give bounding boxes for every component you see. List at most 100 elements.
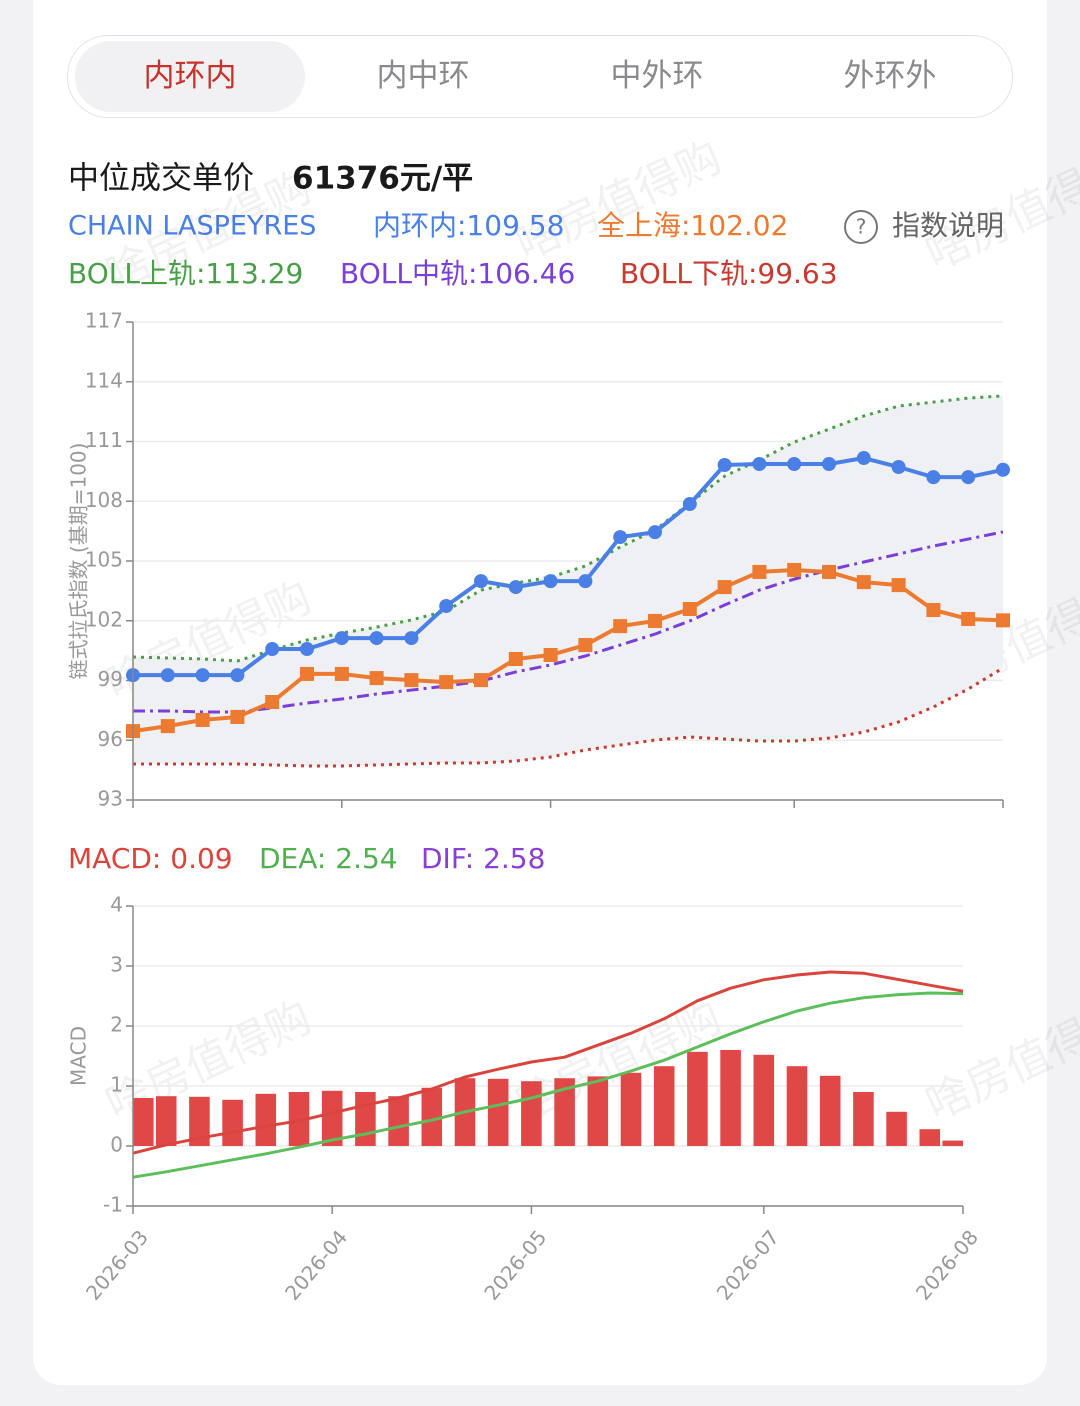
help-icon-glyph: ?: [856, 215, 867, 239]
bar: [189, 1096, 210, 1146]
legend-entry: MACD: 0.09: [68, 842, 233, 875]
tab[interactable]: 内中环: [376, 58, 470, 94]
point: [300, 666, 314, 681]
index-name: CHAIN LASPEYRES: [68, 211, 316, 242]
point: [578, 574, 593, 589]
point: [961, 611, 976, 626]
point: [508, 580, 523, 595]
tab[interactable]: 内环内: [75, 41, 305, 112]
point: [613, 619, 628, 634]
point: [996, 462, 1010, 477]
price-label: 中位成交单价: [68, 161, 254, 197]
y-tick-label: -1: [103, 1193, 123, 1217]
legend-entry: BOLL中轨:106.46: [340, 257, 575, 290]
tab[interactable]: 外环外: [843, 58, 937, 94]
y-tick-label: 0: [110, 1133, 123, 1157]
legend-entry: DIF: 2.58: [421, 842, 545, 875]
bar: [620, 1072, 642, 1146]
watermark: 啥房值得购: [508, 132, 729, 271]
point: [508, 651, 523, 666]
bar: [487, 1078, 509, 1146]
tab[interactable]: 中外环: [610, 58, 704, 94]
point: [230, 709, 245, 724]
point: [961, 470, 976, 485]
y-tick-label: 114: [85, 368, 123, 392]
y-axis-title: MACD: [67, 1026, 91, 1086]
help-text[interactable]: 指数说明: [892, 209, 1004, 242]
y-tick-label: 99: [98, 667, 123, 691]
bar: [720, 1050, 741, 1146]
tab-bar: 内环内 内中环 中外环 外环外: [67, 35, 1013, 118]
point: [996, 613, 1010, 628]
bar: [388, 1096, 409, 1146]
point: [856, 451, 871, 466]
bar: [133, 1098, 154, 1146]
point: [926, 470, 941, 485]
help-icon[interactable]: [844, 210, 878, 244]
point: [334, 666, 349, 681]
y-tick-label: 105: [85, 548, 123, 572]
point: [404, 673, 419, 688]
y-axis-title: 链式拉氏指数 (基期=100): [67, 443, 91, 680]
bar: [587, 1076, 609, 1146]
legend-entry: BOLL下轨:99.63: [620, 257, 838, 290]
point: [474, 673, 488, 688]
point: [682, 601, 697, 616]
bar: [255, 1093, 277, 1146]
bar: [819, 1075, 841, 1146]
y-tick-label: 102: [85, 607, 123, 631]
point: [369, 631, 384, 646]
point: [543, 648, 558, 663]
legend-entry: 全上海:102.02: [597, 209, 788, 242]
watermark: 啥房值得购: [918, 992, 1080, 1131]
bar: [753, 1054, 775, 1146]
point: [265, 695, 280, 710]
y-tick-label: 4: [110, 893, 123, 917]
bar: [521, 1081, 542, 1146]
legend-entry: BOLL上轨:113.29: [68, 257, 303, 290]
series-line: [132, 970, 964, 1155]
point: [195, 668, 210, 683]
point: [648, 613, 662, 628]
point: [160, 668, 175, 683]
point: [648, 525, 662, 540]
bar: [786, 1066, 808, 1146]
point: [474, 574, 488, 589]
x-tick-label: 2026-03: [81, 1225, 153, 1304]
point: [717, 580, 732, 595]
point: [891, 578, 906, 593]
bar: [853, 1092, 874, 1146]
point: [404, 631, 419, 646]
bar: [421, 1087, 443, 1146]
point: [334, 631, 349, 646]
point: [787, 457, 802, 472]
point: [578, 638, 593, 653]
point: [195, 712, 210, 727]
bar: [919, 1129, 941, 1146]
x-tick-label: 2026-04: [280, 1225, 352, 1304]
y-tick-label: 1: [110, 1073, 123, 1097]
y-tick-label: 108: [85, 488, 123, 512]
point: [926, 602, 941, 617]
series-line: [132, 394, 1004, 663]
point: [752, 564, 767, 579]
legend-entry: DEA: 2.54: [259, 842, 398, 875]
series-line: [132, 991, 964, 1179]
y-tick-label: 2: [110, 1013, 123, 1037]
bar: [886, 1111, 907, 1146]
bar: [222, 1099, 243, 1146]
bar: [942, 1140, 963, 1146]
series-line: [133, 666, 1004, 768]
point: [230, 668, 245, 683]
y-tick-label: 111: [85, 428, 123, 452]
bar: [653, 1066, 675, 1146]
bar: [687, 1051, 708, 1146]
point: [752, 457, 767, 472]
bar: [554, 1078, 575, 1146]
point: [265, 642, 280, 657]
point: [717, 458, 732, 473]
bar: [155, 1096, 177, 1146]
point: [682, 497, 697, 512]
